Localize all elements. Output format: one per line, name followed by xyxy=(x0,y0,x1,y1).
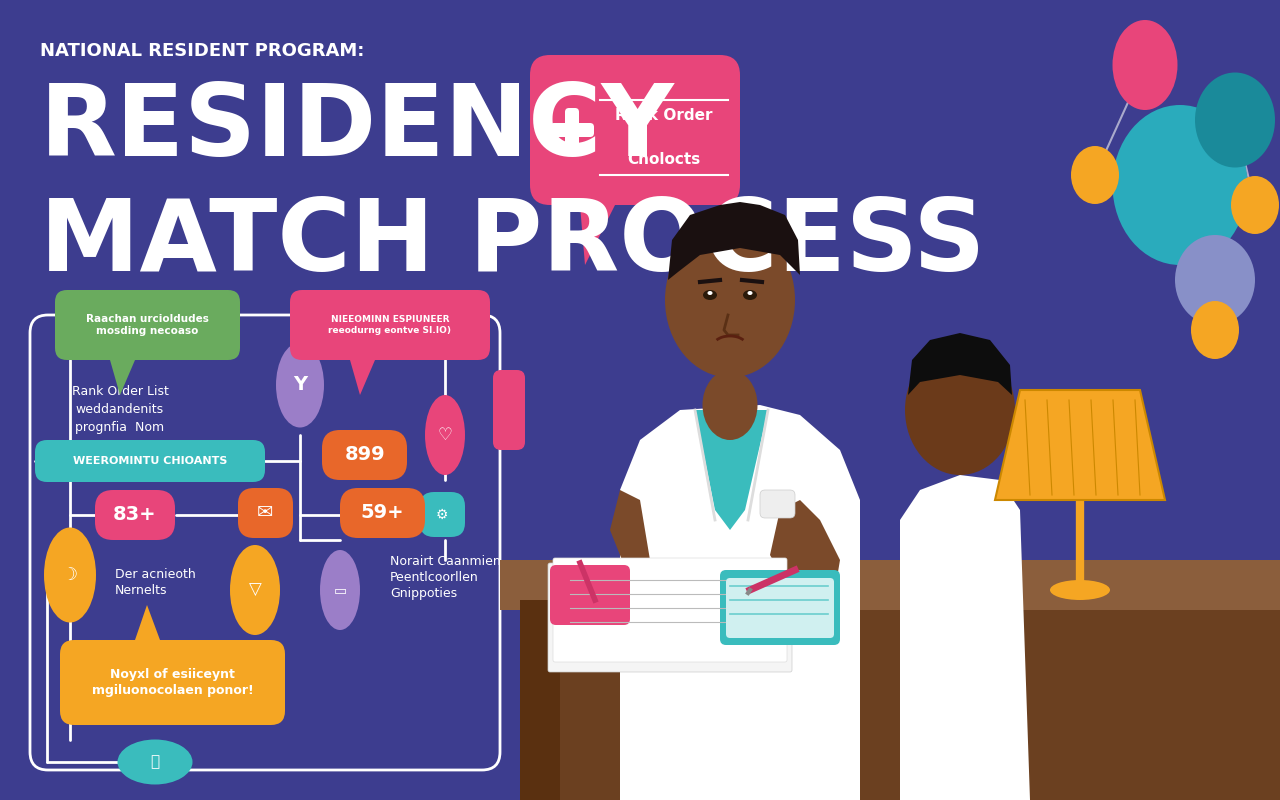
Polygon shape xyxy=(110,360,134,395)
Polygon shape xyxy=(349,360,375,395)
Ellipse shape xyxy=(1071,146,1119,204)
Polygon shape xyxy=(520,610,1280,800)
Ellipse shape xyxy=(425,395,465,475)
FancyBboxPatch shape xyxy=(548,563,792,672)
Ellipse shape xyxy=(118,739,192,785)
Polygon shape xyxy=(134,605,160,640)
FancyBboxPatch shape xyxy=(493,370,525,450)
FancyBboxPatch shape xyxy=(726,578,835,638)
FancyBboxPatch shape xyxy=(323,430,407,480)
Text: 899: 899 xyxy=(344,446,385,465)
Text: Norairt Caanmien
Peentlcoorllen
Gnippoties: Norairt Caanmien Peentlcoorllen Gnippoti… xyxy=(390,555,500,600)
Text: Rank Order List
weddandenits
prognfia  Nom: Rank Order List weddandenits prognfia No… xyxy=(72,385,169,434)
Text: Der acnieoth
Nernelts: Der acnieoth Nernelts xyxy=(115,568,196,597)
Ellipse shape xyxy=(905,345,1015,475)
Polygon shape xyxy=(520,600,561,800)
Polygon shape xyxy=(995,390,1165,500)
Ellipse shape xyxy=(748,291,753,295)
Text: Noyxl of esiiceynt
mgiluonocolaen ponor!: Noyxl of esiiceynt mgiluonocolaen ponor! xyxy=(92,668,253,697)
FancyBboxPatch shape xyxy=(550,565,630,625)
Polygon shape xyxy=(900,475,1030,800)
FancyBboxPatch shape xyxy=(420,492,465,537)
FancyBboxPatch shape xyxy=(35,440,265,482)
Ellipse shape xyxy=(708,291,713,295)
Text: 59+: 59+ xyxy=(360,503,403,522)
Polygon shape xyxy=(908,333,1012,395)
FancyBboxPatch shape xyxy=(719,570,840,645)
FancyBboxPatch shape xyxy=(291,290,490,360)
Text: ♡: ♡ xyxy=(438,426,452,444)
Ellipse shape xyxy=(1231,176,1279,234)
Ellipse shape xyxy=(703,290,717,300)
Text: NATIONAL RESIDENT PROGRAM:: NATIONAL RESIDENT PROGRAM: xyxy=(40,42,365,60)
Text: NIEEOMINN ESPIUNEER
reeodurng eontve SI.IO): NIEEOMINN ESPIUNEER reeodurng eontve SI.… xyxy=(329,315,452,335)
Ellipse shape xyxy=(276,342,324,427)
FancyBboxPatch shape xyxy=(238,488,293,538)
Text: ▽: ▽ xyxy=(248,581,261,599)
Polygon shape xyxy=(500,560,1280,610)
Ellipse shape xyxy=(1050,580,1110,600)
Text: ▭: ▭ xyxy=(333,583,347,597)
Polygon shape xyxy=(668,202,800,280)
FancyBboxPatch shape xyxy=(553,558,787,662)
FancyBboxPatch shape xyxy=(55,290,241,360)
Text: RESIDENCY: RESIDENCY xyxy=(40,80,675,177)
Ellipse shape xyxy=(1196,73,1275,167)
Ellipse shape xyxy=(1190,301,1239,359)
Polygon shape xyxy=(611,490,700,620)
Text: Cholocts: Cholocts xyxy=(627,153,700,167)
Text: WEEROMINTU CHIOANTS: WEEROMINTU CHIOANTS xyxy=(73,456,227,466)
Text: MATCH PROCESS: MATCH PROCESS xyxy=(40,195,986,292)
Ellipse shape xyxy=(742,290,756,300)
FancyBboxPatch shape xyxy=(95,490,175,540)
Polygon shape xyxy=(695,410,768,530)
Ellipse shape xyxy=(320,550,360,630)
Text: 🌐: 🌐 xyxy=(151,754,160,770)
Polygon shape xyxy=(580,205,614,265)
Ellipse shape xyxy=(44,527,96,622)
FancyBboxPatch shape xyxy=(60,640,285,725)
Text: 83+: 83+ xyxy=(113,506,157,525)
Text: Y: Y xyxy=(293,375,307,394)
Text: Rank Order: Rank Order xyxy=(616,107,713,122)
FancyBboxPatch shape xyxy=(340,488,425,538)
Ellipse shape xyxy=(1112,20,1178,110)
Ellipse shape xyxy=(703,370,758,440)
FancyBboxPatch shape xyxy=(550,123,594,137)
Text: Raachan urcioldudes
mosding necoaso: Raachan urcioldudes mosding necoaso xyxy=(86,314,209,336)
Ellipse shape xyxy=(666,222,795,378)
Text: ⚙: ⚙ xyxy=(435,508,448,522)
FancyBboxPatch shape xyxy=(760,490,795,518)
Ellipse shape xyxy=(1175,235,1254,325)
Polygon shape xyxy=(620,405,860,800)
Ellipse shape xyxy=(1112,105,1248,265)
FancyBboxPatch shape xyxy=(564,108,579,152)
Polygon shape xyxy=(771,500,840,620)
Text: ✉: ✉ xyxy=(257,503,273,522)
FancyBboxPatch shape xyxy=(530,55,740,205)
Text: ☽: ☽ xyxy=(61,566,78,584)
Ellipse shape xyxy=(230,545,280,635)
